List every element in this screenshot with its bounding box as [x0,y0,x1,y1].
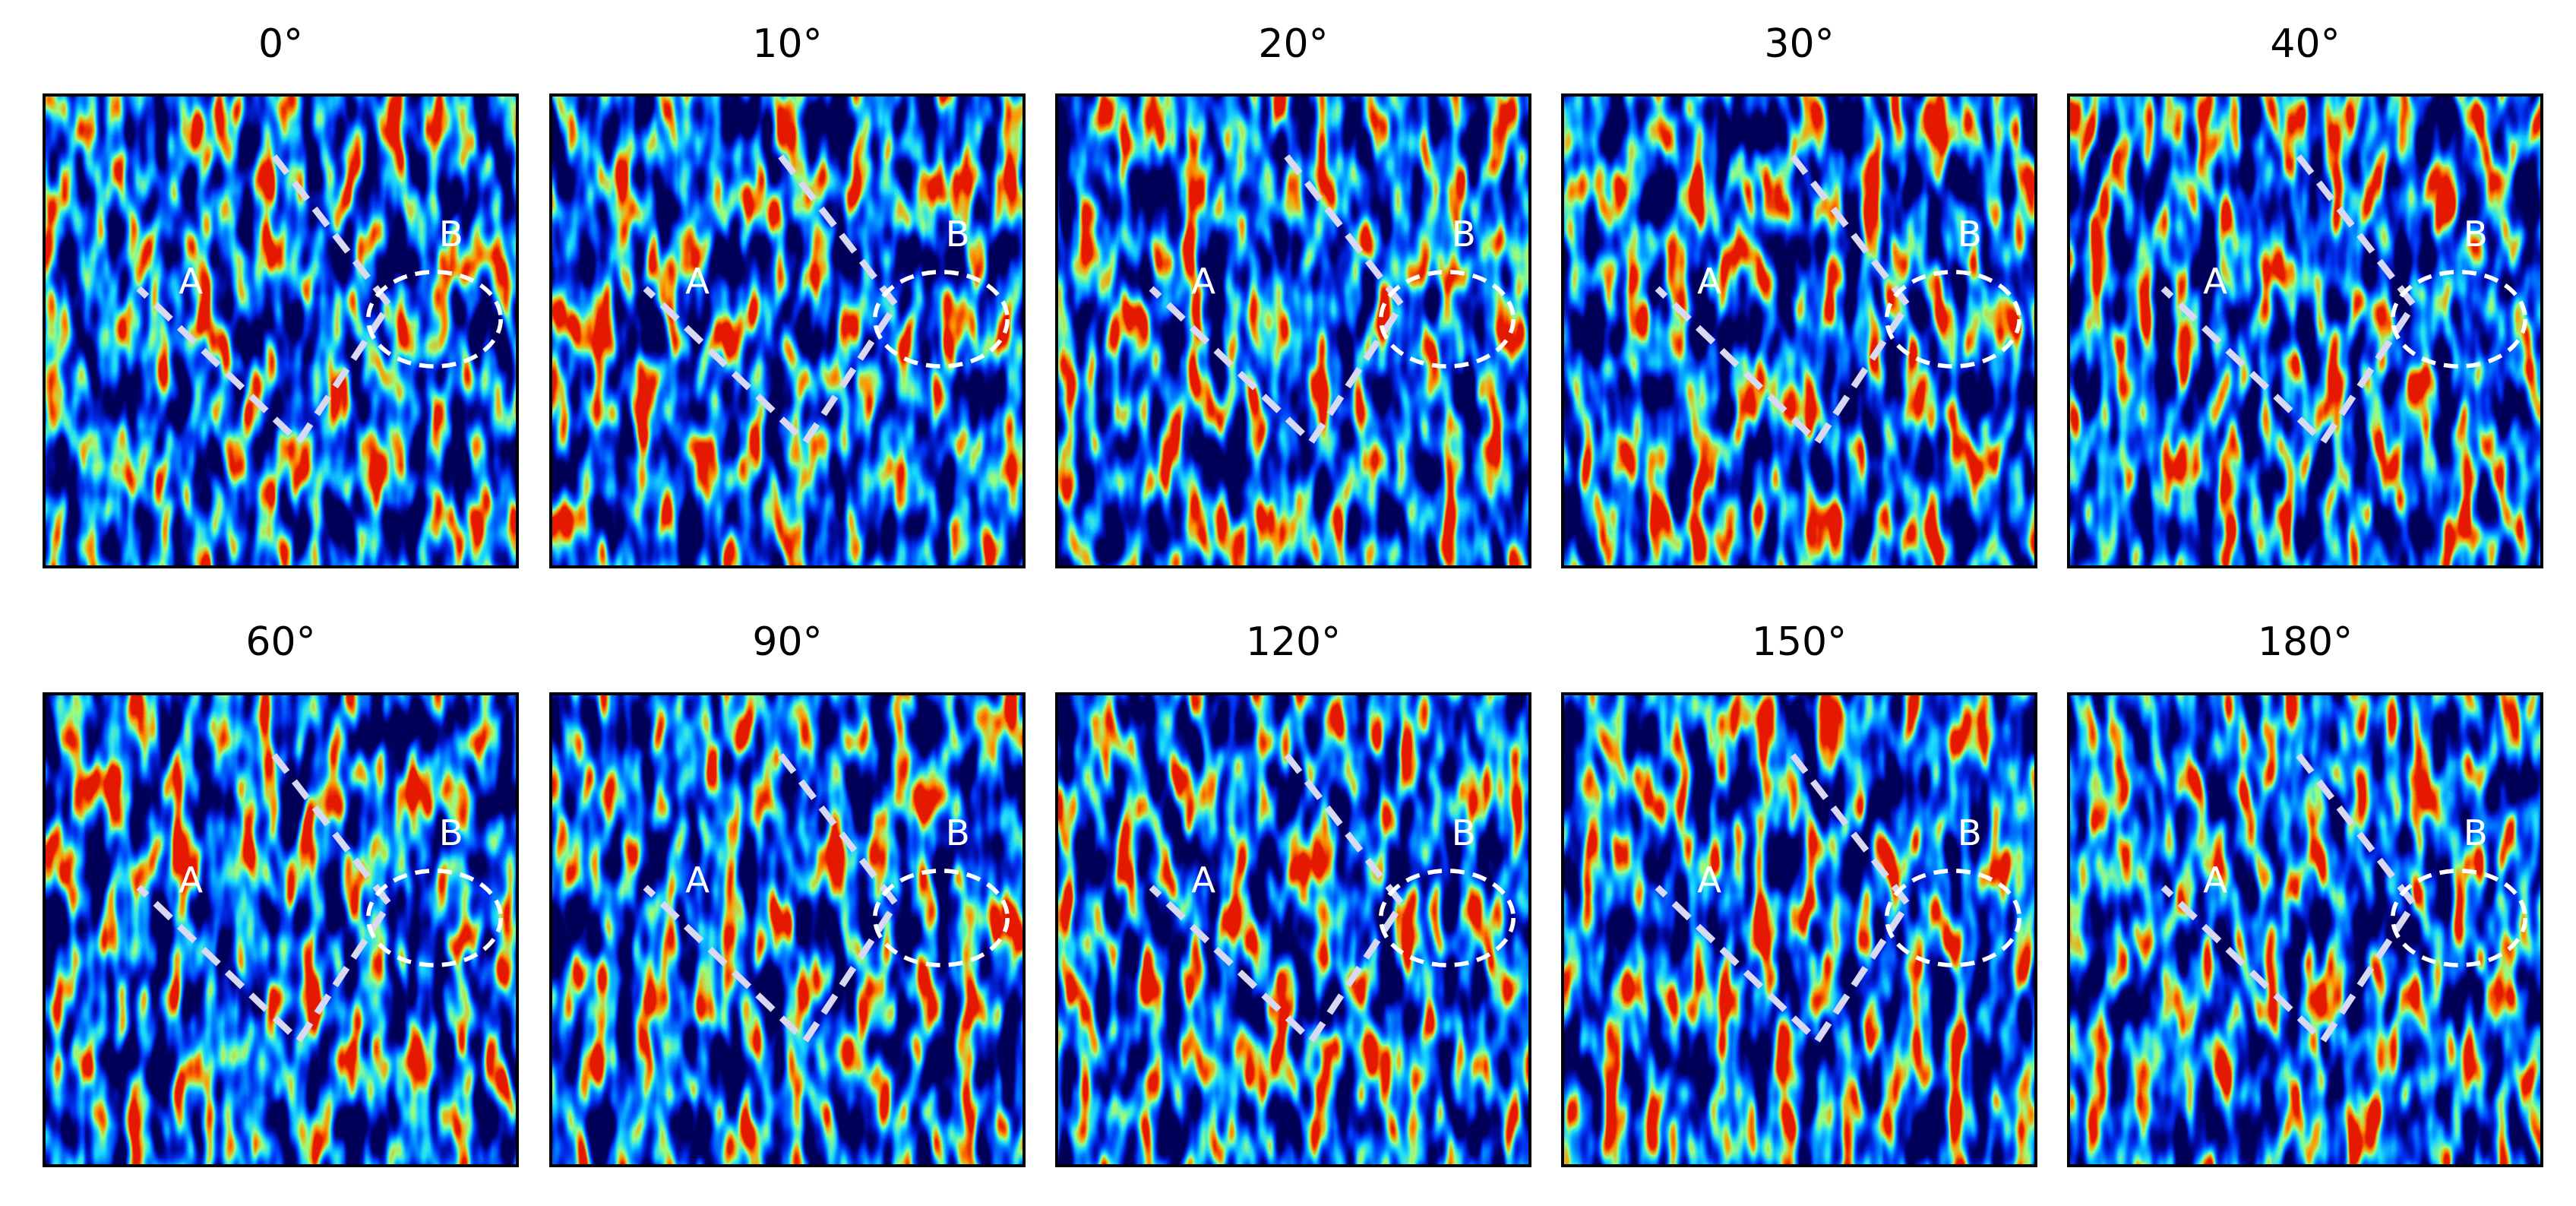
panel-title: 20° [1258,21,1328,67]
label-b: B [1958,214,1982,255]
label-a: A [1191,860,1215,901]
label-a: A [1697,261,1721,302]
label-b: B [2464,813,2488,854]
panel-border [549,692,1026,1167]
label-a: A [2203,860,2227,901]
heatmap [551,694,1024,1166]
heatmap [1563,95,2036,567]
panel-title: 10° [752,21,822,67]
label-b: B [439,214,463,255]
label-b: B [1452,813,1476,854]
panel-title: 150° [1752,619,1847,665]
panel-border [1055,692,1531,1167]
path-overlay [136,154,394,448]
panel: AB [44,694,517,1166]
heatmap [2069,95,2542,567]
panel-border [1561,93,2037,568]
label-b: B [946,214,970,255]
panel-title: 30° [1764,21,1834,67]
label-b: B [1452,214,1476,255]
path-overlay [1149,154,1406,448]
label-b: B [2464,214,2488,255]
panel-title: 60° [245,619,315,665]
heatmap [551,95,1024,567]
region-b [872,270,1010,369]
heatmap [1057,694,1530,1166]
label-a: A [685,261,710,302]
panel: AB [1563,95,2036,567]
panel-title: 40° [2270,21,2340,67]
panel: AB [1057,694,1530,1166]
heatmap [1057,95,1530,567]
label-b: B [1958,813,1982,854]
panel-title: 120° [1246,619,1341,665]
path-overlay [2160,154,2418,448]
panel-border [43,692,519,1167]
panel-border [2067,692,2543,1167]
path-overlay [2160,753,2418,1046]
label-b: B [946,813,970,854]
path-overlay [1655,753,1912,1046]
label-a: A [2203,261,2227,302]
panel-border [1561,692,2037,1167]
path-overlay [1655,154,1912,448]
path-overlay [643,753,900,1046]
heatmap [2069,694,2542,1166]
panel: AB [551,694,1024,1166]
path-overlay [136,753,394,1046]
label-a: A [179,261,203,302]
heatmap [44,95,517,567]
panel: AB [1057,95,1530,567]
panel: AB [1563,694,2036,1166]
label-a: A [1191,261,1215,302]
panel-border [1055,93,1531,568]
label-a: A [685,860,710,901]
panel-border [2067,93,2543,568]
panel-title: 90° [752,619,822,665]
panel-border [43,93,519,568]
heatmap [1563,694,2036,1166]
region-b [365,270,503,369]
label-a: A [179,860,203,901]
panel: AB [551,95,1024,567]
path-overlay [643,154,900,448]
heatmap [44,694,517,1166]
region-b [1378,270,1516,369]
panel-title: 180° [2258,619,2353,665]
panel: AB [2069,95,2542,567]
panel-title: 0° [258,21,303,67]
panel: AB [2069,694,2542,1166]
label-b: B [439,813,463,854]
path-overlay [1149,753,1406,1046]
label-a: A [1697,860,1721,901]
panel-border [549,93,1026,568]
panel: AB [44,95,517,567]
